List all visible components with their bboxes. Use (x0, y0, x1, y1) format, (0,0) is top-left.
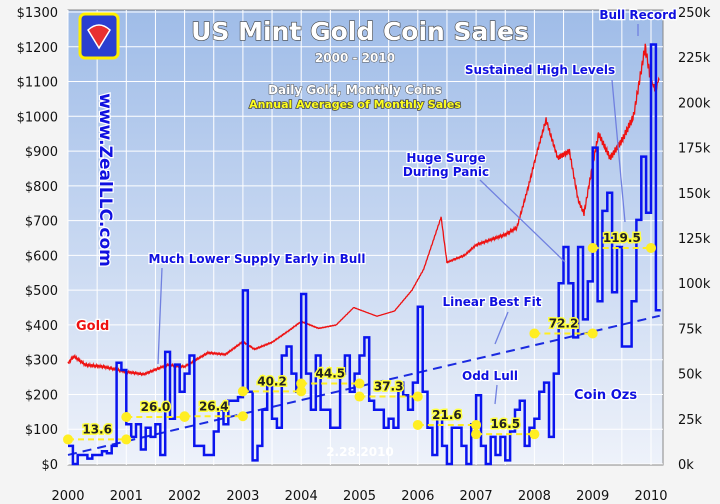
x-tick-label: 2009 (576, 489, 609, 504)
y-left-tick-label: $700 (25, 215, 58, 230)
gold-series-label: Gold (76, 319, 109, 334)
annotation-arrows (157, 24, 639, 405)
arrow-lower-supply (157, 267, 163, 365)
y-right-tick-label: 100k (678, 277, 711, 292)
x-tick-label: 2003 (226, 489, 259, 504)
annual-average-point (296, 378, 307, 389)
y-right-tick-label: 225k (678, 51, 711, 66)
chart-title: US Mint Gold Coin Sales (191, 17, 529, 46)
watermark-url: www.ZealLLC.com (95, 93, 115, 267)
y-right-tick-label: 175k (678, 142, 711, 157)
arrow-surge (479, 179, 566, 263)
y-right-tick-label: 200k (678, 96, 711, 111)
annotation-lower-supply: Much Lower Supply Early in Bull (148, 252, 365, 266)
annual-average-point (354, 378, 365, 389)
y-right-tick-label: 75k (678, 322, 703, 337)
note-line-2: Annual Averages of Monthly Sales (249, 98, 461, 111)
annotation-best-fit: Linear Best Fit (442, 295, 541, 309)
y-left-tick-label: $0 (41, 458, 58, 473)
x-tick-label: 2007 (460, 489, 493, 504)
annual-average-point (471, 419, 482, 430)
y-right-tick-label: 25k (678, 413, 703, 428)
x-tick-label: 2000 (51, 489, 84, 504)
x-tick-label: 2002 (168, 489, 201, 504)
y-left-tick-label: $100 (25, 423, 58, 438)
annual-average-point (529, 328, 540, 339)
annual-average-point (63, 434, 73, 445)
annual-average-point (471, 429, 482, 440)
annual-average-label: 13.6 (82, 422, 112, 436)
y-right-tick-label: 125k (678, 232, 711, 247)
y-right-tick-label: 50k (678, 368, 703, 383)
annual-average-point (412, 391, 423, 402)
annual-average-point (587, 328, 598, 339)
chart-subtitle: 2000 - 2010 (315, 51, 395, 65)
y-left-tick-label: $300 (25, 354, 58, 369)
annual-average-label: 16.5 (490, 417, 520, 431)
annual-average-point (237, 386, 248, 397)
y-left-tick-label: $900 (25, 145, 58, 160)
annual-average-label: 72.2 (549, 316, 579, 330)
x-tick-label: 2005 (343, 489, 376, 504)
annual-average-label: 26.4 (199, 399, 229, 413)
annual-average-point (354, 391, 365, 402)
y-left-tick-label: $1000 (17, 110, 58, 125)
coin-sales-line (68, 43, 661, 466)
annual-average-point (646, 242, 656, 253)
annual-average-point (529, 429, 540, 440)
annual-average-label: 26.0 (141, 400, 171, 414)
annual-average-label: 21.6 (432, 408, 462, 422)
y-right-tick-label: 0k (678, 458, 694, 473)
arrow-sustained (611, 79, 626, 223)
x-tick-label: 2006 (401, 489, 434, 504)
x-tick-label: 2004 (285, 489, 318, 504)
arrow-odd-lull (494, 384, 498, 405)
y-left-tick-label: $800 (25, 180, 58, 195)
annual-average-label: 37.3 (374, 380, 404, 394)
y-left-tick-label: $600 (25, 249, 58, 264)
annual-average-point (237, 411, 248, 422)
annual-average-point (296, 386, 307, 397)
date-stamp: 2.28.2010 (326, 445, 394, 459)
zeal-logo (78, 12, 120, 60)
arrow-best-fit (494, 311, 509, 345)
annual-average-point (121, 434, 132, 445)
y-left-tick-label: $1100 (17, 76, 58, 91)
annual-average-label: 40.2 (257, 374, 287, 388)
annual-average-label: 119.5 (603, 231, 641, 245)
gold-price-line (67, 43, 660, 377)
annual-average-point (587, 242, 598, 253)
y-left-tick-label: $200 (25, 388, 58, 403)
annual-average-label: 44.5 (316, 367, 346, 381)
x-tick-label: 2001 (110, 489, 143, 504)
annotation-surge-1: Huge Surge (406, 151, 485, 165)
annual-average-point (412, 419, 423, 430)
x-tick-label: 2008 (518, 489, 551, 504)
annual-average-point (121, 411, 132, 422)
annual-average-point (179, 411, 190, 422)
y-left-tick-label: $1200 (17, 41, 58, 56)
y-left-tick-label: $1300 (17, 6, 58, 21)
annotation-sustained: Sustained High Levels (465, 63, 615, 77)
annotation-surge-2: During Panic (403, 165, 489, 179)
note-line-1: Daily Gold, Monthly Coins (268, 83, 442, 97)
y-left-tick-label: $400 (25, 319, 58, 334)
y-left-tick-label: $500 (25, 284, 58, 299)
annotation-bull-record: Bull Record (599, 8, 676, 22)
annotation-odd-lull: Odd Lull (462, 369, 518, 383)
x-tick-label: 2010 (634, 489, 667, 504)
coins-series-label: Coin Ozs (574, 388, 637, 403)
y-right-tick-label: 150k (678, 187, 711, 202)
y-right-tick-label: 250k (678, 6, 711, 21)
